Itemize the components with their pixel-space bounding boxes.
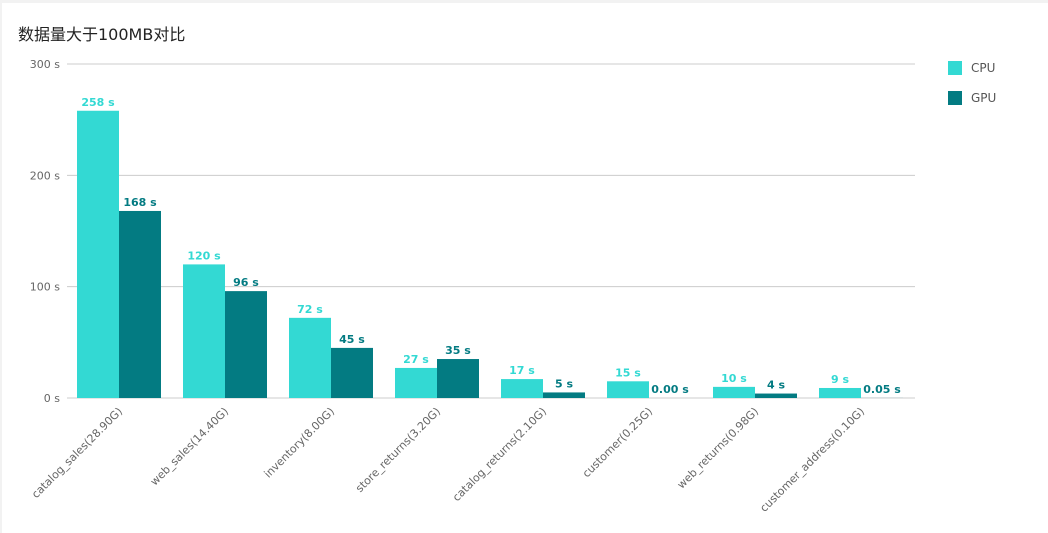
bar-cpu [183, 264, 225, 398]
data-label-gpu: 0.00 s [651, 383, 689, 396]
data-label-cpu: 72 s [297, 303, 323, 316]
bar-gpu [225, 291, 267, 398]
bar-cpu [713, 386, 755, 398]
legend-swatch-cpu [948, 61, 962, 75]
bar-cpu [395, 367, 437, 398]
data-label-gpu: 35 s [445, 344, 471, 357]
data-label-gpu: 0.05 s [863, 383, 901, 396]
legend-swatch-gpu [948, 91, 962, 105]
data-label-gpu: 45 s [339, 333, 365, 346]
data-label-cpu: 15 s [615, 366, 641, 379]
bar-cpu [819, 387, 861, 398]
chart-card: 数据量大于100MB对比 0 s 100 s 200 s 300 s 258 s 168 … [2, 3, 1048, 533]
x-tick-label: catalog_sales(28.90G) [29, 405, 125, 501]
x-tick-label: web_returns(0.98G) [675, 405, 761, 491]
data-label-cpu: 17 s [509, 364, 535, 377]
bar-gpu [119, 210, 161, 398]
bar-cpu [289, 317, 331, 398]
legend-label-gpu: GPU [971, 91, 997, 105]
chart-title: 数据量大于100MB对比 [18, 25, 186, 44]
bar-cpu [77, 110, 119, 398]
data-label-gpu: 168 s [123, 196, 157, 209]
legend-label-cpu: CPU [971, 61, 996, 75]
data-label-cpu: 120 s [187, 249, 221, 262]
bar-gpu [437, 359, 479, 398]
y-tick-label: 0 s [44, 392, 60, 405]
data-label-gpu: 4 s [767, 379, 785, 392]
x-tick-label: store_returns(3.20G) [353, 405, 443, 495]
data-label-gpu: 96 s [233, 276, 259, 289]
legend-item-gpu[interactable]: GPU [948, 91, 996, 105]
bar-cpu [607, 381, 649, 398]
legend-item-cpu[interactable]: CPU [948, 61, 995, 75]
bar-gpu [755, 393, 797, 398]
data-label-cpu: 27 s [403, 353, 429, 366]
bar-gpu [543, 392, 585, 398]
x-tick-label: web_sales(14.40G) [148, 405, 231, 488]
data-label-cpu: 258 s [81, 96, 115, 109]
y-tick-label: 300 s [30, 58, 60, 71]
bar-cpu [501, 379, 543, 398]
data-label-cpu: 10 s [721, 372, 747, 385]
bar-chart: 0 s 100 s 200 s 300 s 258 s 168 s catalog_sale… [29, 58, 915, 515]
data-label-cpu: 9 s [831, 373, 849, 386]
x-tick-label: inventory(8.00G) [261, 405, 337, 481]
x-tick-label: catalog_returns(2.10G) [450, 405, 549, 504]
y-tick-label: 200 s [30, 169, 60, 182]
bar-gpu [331, 347, 373, 398]
data-label-gpu: 5 s [555, 377, 573, 390]
x-tick-label: customer_address(0.10G) [757, 405, 867, 515]
y-tick-label: 100 s [30, 281, 60, 294]
x-tick-label: customer(0.25G) [580, 405, 655, 480]
